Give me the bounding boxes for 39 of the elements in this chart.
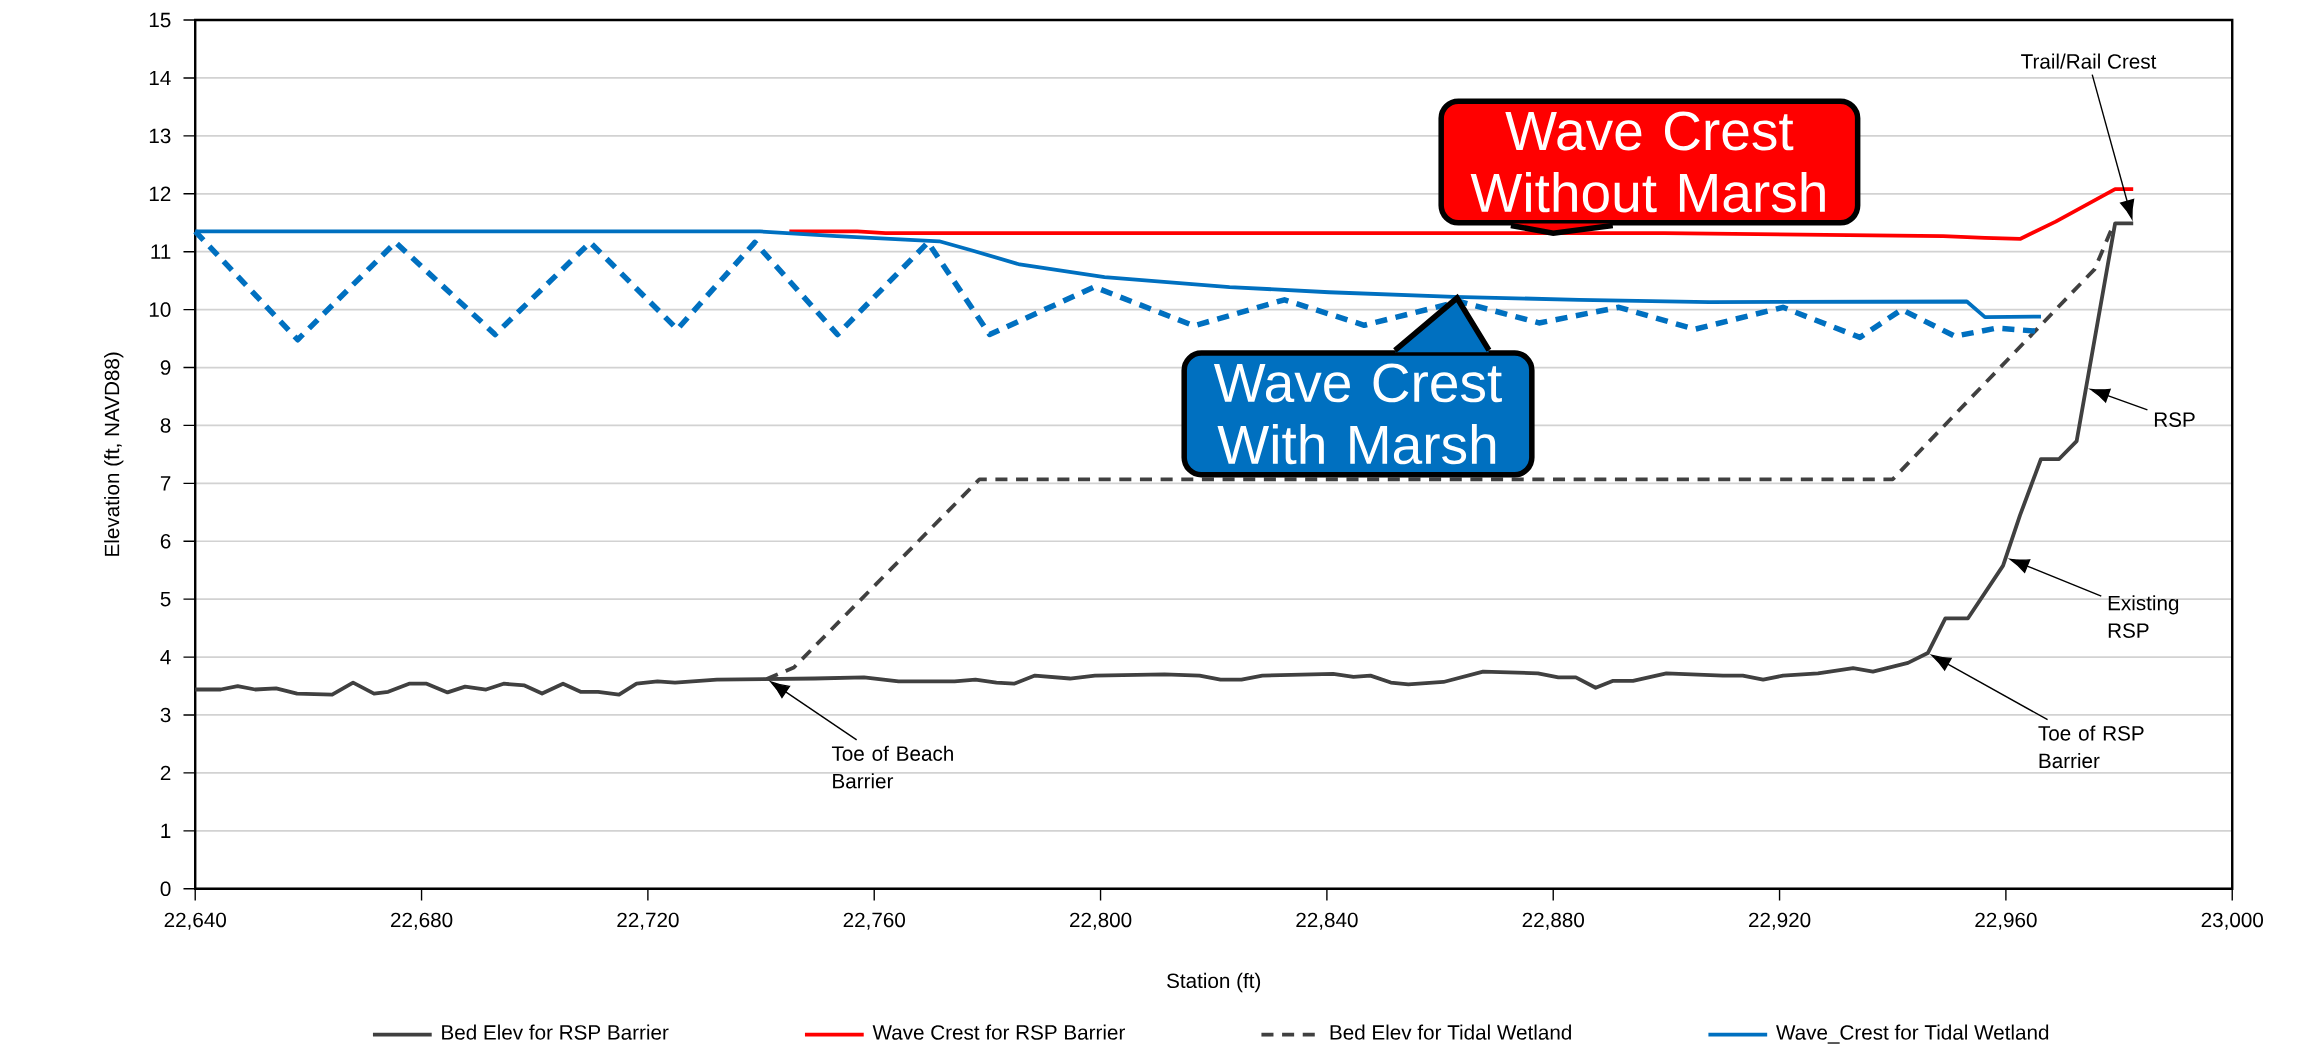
legend-label: Bed Elev for Tidal Wetland xyxy=(1330,1024,1571,1041)
legend-label: Bed Elev for RSP Barrier xyxy=(442,1024,669,1041)
y-tick-label: 2 xyxy=(160,765,171,781)
y-tick-label: 12 xyxy=(149,186,171,202)
x-tick-label: 22,920 xyxy=(1749,912,1811,930)
annotation: Existing RSP xyxy=(2108,595,2179,639)
y-tick-label: 13 xyxy=(149,128,171,144)
annotation: Wave Crest With Marsh xyxy=(1213,363,1502,465)
y-tick-label: 0 xyxy=(160,881,171,897)
x-tick-label: 22,840 xyxy=(1296,912,1358,930)
y-tick-label: 7 xyxy=(160,476,171,491)
annotation: RSP xyxy=(2154,412,2195,428)
x-tick-label: 22,640 xyxy=(164,912,226,930)
annotation: Wave Crest Without Marsh xyxy=(1470,111,1825,213)
y-tick-label: 6 xyxy=(160,534,171,549)
x-tick-label: 22,880 xyxy=(1522,912,1584,930)
x-tick-label: 22,960 xyxy=(1975,912,2037,930)
y-tick-label: 8 xyxy=(160,418,171,433)
x-tick-label: 22,760 xyxy=(843,912,905,930)
annotation: Toe of Beach Barrier xyxy=(831,745,953,789)
legend-label: Wave Crest for RSP Barrier xyxy=(872,1024,1125,1041)
x-tick-label: 22,720 xyxy=(617,912,679,930)
y-tick-label: 9 xyxy=(160,360,171,376)
y-tick-label: 15 xyxy=(149,13,171,28)
x-tick-label: 22,800 xyxy=(1070,912,1132,930)
x-tick-label: 22,680 xyxy=(390,912,453,930)
y-tick-label: 3 xyxy=(160,707,171,723)
y-tick-label: 5 xyxy=(160,592,171,607)
x-axis-title: Station (ft) xyxy=(1167,973,1261,993)
y-tick-label: 1 xyxy=(161,823,171,839)
x-tick-label: 23,000 xyxy=(2201,912,2264,930)
legend-label: Wave_Crest for Tidal Wetland xyxy=(1776,1024,2049,1044)
annotation: Trail/Rail Crest xyxy=(2021,53,2157,70)
y-tick-label: 4 xyxy=(160,650,171,665)
annotation: Toe of RSP Barrier xyxy=(2038,725,2144,769)
y-tick-label: 14 xyxy=(149,71,171,86)
y-tick-label: 11 xyxy=(151,244,171,260)
y-tick-label: 10 xyxy=(149,302,171,318)
y-axis-title: Elevation (ft, NAVD88) xyxy=(104,352,124,557)
